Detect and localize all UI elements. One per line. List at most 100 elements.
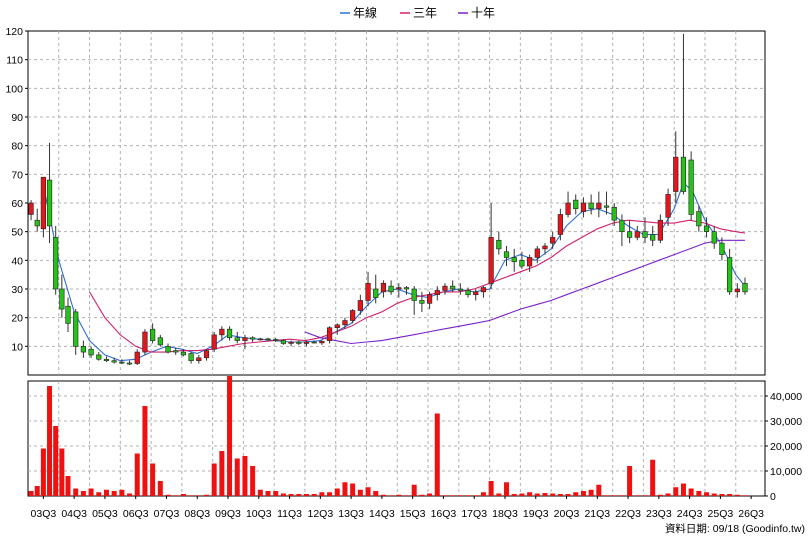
volume-bar bbox=[657, 494, 663, 496]
volume-bar bbox=[673, 487, 679, 496]
candle-up bbox=[442, 285, 448, 291]
x-tick-label: 13Q3 bbox=[338, 508, 364, 520]
price-ytick-label: 60 bbox=[11, 198, 23, 210]
volume-bar bbox=[127, 493, 133, 496]
volume-bar bbox=[227, 376, 233, 496]
volume-bar bbox=[303, 494, 309, 496]
volume-bar bbox=[665, 493, 671, 496]
candle-down bbox=[388, 285, 394, 293]
candle-up bbox=[542, 245, 548, 250]
volume-bar bbox=[180, 494, 186, 496]
candle-up bbox=[488, 237, 494, 284]
candle-up bbox=[357, 300, 363, 311]
candle-down bbox=[296, 341, 302, 344]
volume-bar bbox=[704, 492, 710, 496]
price-ytick-label: 100 bbox=[5, 83, 23, 95]
candle-up bbox=[40, 176, 46, 230]
price-ytick-label: 30 bbox=[11, 284, 23, 296]
x-tick-label: 17Q3 bbox=[461, 508, 487, 520]
candle-down bbox=[688, 159, 694, 215]
candle-down bbox=[588, 202, 594, 210]
volume-bar bbox=[734, 494, 740, 496]
price-ytick-label: 120 bbox=[5, 26, 23, 38]
candle-up bbox=[580, 202, 587, 212]
volume-bar bbox=[28, 491, 34, 496]
price-ytick-label: 70 bbox=[11, 169, 23, 181]
volume-bar bbox=[188, 495, 194, 496]
volume-bar bbox=[165, 494, 171, 496]
volume-bar bbox=[680, 483, 686, 496]
candle-down bbox=[511, 257, 517, 263]
candle-down bbox=[627, 231, 633, 238]
candle-down bbox=[711, 231, 717, 244]
candle-down bbox=[403, 287, 410, 290]
candle-down bbox=[419, 300, 425, 304]
candle-down bbox=[250, 337, 256, 340]
candle-down bbox=[273, 339, 279, 341]
candle-down bbox=[157, 337, 163, 346]
volume-bar bbox=[473, 495, 479, 496]
x-tick-label: 23Q3 bbox=[646, 508, 672, 520]
volume-bar bbox=[565, 494, 571, 496]
candle-down bbox=[53, 237, 59, 290]
candle-up bbox=[303, 341, 310, 344]
candle-down bbox=[173, 350, 179, 353]
candle-up bbox=[396, 287, 402, 290]
candle-down bbox=[619, 219, 625, 232]
candle-up bbox=[426, 294, 433, 304]
volume-bar bbox=[34, 486, 40, 496]
volume-bar bbox=[203, 494, 209, 496]
volume-bar bbox=[357, 489, 363, 496]
x-tick-label: 20Q3 bbox=[554, 508, 580, 520]
x-tick-label: 03Q3 bbox=[31, 508, 57, 520]
volume-bar bbox=[296, 494, 302, 496]
candle-down bbox=[603, 205, 610, 208]
volume-bar bbox=[388, 495, 394, 496]
candle-down bbox=[96, 354, 102, 360]
volume-bar bbox=[427, 493, 433, 496]
candle-down bbox=[73, 311, 79, 347]
x-tick-label: 07Q3 bbox=[154, 508, 180, 520]
volume-bar bbox=[619, 495, 625, 496]
candle-down bbox=[496, 239, 502, 250]
volume-bar bbox=[711, 493, 717, 496]
candle-up bbox=[526, 257, 533, 267]
x-tick-label: 16Q3 bbox=[431, 508, 457, 520]
candle-up bbox=[634, 231, 640, 238]
volume-bar bbox=[257, 489, 263, 496]
price-ytick-label: 80 bbox=[11, 141, 23, 153]
volume-bar bbox=[434, 413, 440, 496]
volume-bar bbox=[557, 494, 563, 496]
volume-bar bbox=[327, 492, 333, 496]
candle-up bbox=[142, 331, 148, 353]
candle-up bbox=[288, 341, 294, 344]
x-tick-label: 08Q3 bbox=[184, 508, 210, 520]
volume-bar bbox=[319, 492, 325, 496]
volume-bar bbox=[588, 489, 594, 496]
candle-up bbox=[196, 357, 202, 361]
x-tick-label: 19Q3 bbox=[523, 508, 549, 520]
candle-down bbox=[457, 288, 463, 291]
volume-ytick-label: 0 bbox=[770, 491, 776, 503]
volume-ytick-label: 40,000 bbox=[770, 391, 802, 403]
candle-up bbox=[326, 327, 333, 341]
candle-down bbox=[742, 282, 748, 293]
volume-bar bbox=[719, 494, 725, 496]
candle-down bbox=[703, 225, 710, 232]
candle-up bbox=[557, 214, 563, 235]
x-tick-label: 22Q3 bbox=[615, 508, 641, 520]
ma-line-2 bbox=[304, 239, 745, 345]
candle-down bbox=[150, 328, 156, 341]
candle-down bbox=[611, 207, 617, 221]
volume-bar bbox=[311, 494, 317, 496]
x-tick-label: 24Q3 bbox=[677, 508, 703, 520]
volume-bar bbox=[465, 495, 471, 496]
candle-up bbox=[550, 237, 556, 244]
candle-down bbox=[642, 231, 648, 238]
candle-up bbox=[473, 291, 479, 296]
candle-down bbox=[34, 219, 40, 227]
candle-down bbox=[80, 346, 86, 353]
candle-down bbox=[234, 337, 240, 341]
volume-bar bbox=[634, 495, 640, 496]
volume-bar bbox=[696, 491, 702, 496]
